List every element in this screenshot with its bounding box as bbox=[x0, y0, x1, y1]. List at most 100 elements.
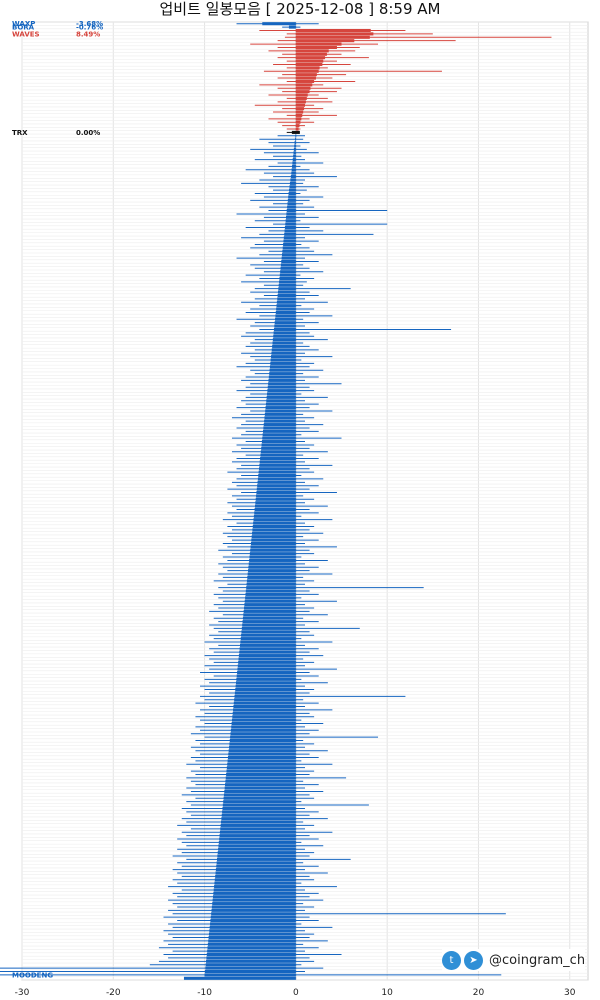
label-layer: WAXP -3.68% BORA -0.76% WAVES 8.49% TRX 0.00% MO… bbox=[12, 20, 103, 979]
change-bar bbox=[225, 783, 296, 787]
change-bar bbox=[276, 300, 296, 304]
change-bar bbox=[219, 834, 296, 838]
change-bar bbox=[236, 674, 296, 678]
change-bar bbox=[245, 592, 296, 596]
change-bar bbox=[263, 423, 296, 427]
change-bar bbox=[239, 647, 296, 651]
change-bar bbox=[271, 355, 296, 359]
change-bar bbox=[295, 127, 299, 131]
change-bar bbox=[292, 158, 296, 162]
change-bar bbox=[276, 307, 296, 311]
change-bar bbox=[209, 929, 296, 933]
change-bar bbox=[273, 334, 296, 338]
change-bar bbox=[250, 548, 296, 552]
change-bar bbox=[237, 664, 296, 668]
change-bar bbox=[240, 637, 296, 641]
change-bar bbox=[291, 171, 296, 175]
change-bar bbox=[212, 895, 296, 899]
change-bar bbox=[211, 912, 296, 916]
ticker-label: MOODENG bbox=[12, 971, 53, 979]
change-bar bbox=[295, 86, 311, 90]
change-bar bbox=[216, 857, 296, 861]
change-bar bbox=[265, 406, 296, 410]
x-tick-label: 20 bbox=[473, 988, 485, 998]
change-bar bbox=[217, 851, 296, 855]
change-bar bbox=[230, 735, 296, 739]
change-bar bbox=[286, 212, 296, 216]
change-bar bbox=[183, 976, 296, 980]
change-bar bbox=[214, 878, 296, 882]
change-bar bbox=[209, 925, 296, 929]
change-bar bbox=[239, 650, 296, 654]
change-bar bbox=[245, 596, 296, 600]
change-bar bbox=[266, 395, 296, 399]
change-bar bbox=[258, 467, 296, 471]
change-bar bbox=[295, 124, 300, 128]
x-tick-label: -20 bbox=[106, 988, 121, 998]
change-bar bbox=[282, 246, 296, 250]
change-bar bbox=[241, 633, 296, 637]
change-bar bbox=[285, 219, 296, 223]
change-bar bbox=[254, 504, 296, 508]
change-bar bbox=[219, 837, 296, 841]
change-bar bbox=[204, 969, 296, 974]
change-bar bbox=[207, 949, 296, 953]
change-bar bbox=[284, 229, 296, 233]
change-bar bbox=[251, 535, 296, 539]
change-bar bbox=[228, 749, 296, 753]
bar-layer bbox=[0, 22, 552, 980]
change-bar bbox=[269, 368, 296, 372]
change-bar bbox=[259, 463, 296, 467]
change-bar bbox=[242, 616, 296, 620]
change-bar bbox=[233, 701, 296, 705]
change-bar bbox=[263, 429, 296, 433]
change-bar bbox=[292, 161, 296, 165]
change-bar bbox=[247, 572, 296, 576]
change-bar bbox=[295, 28, 371, 33]
change-bar bbox=[255, 501, 296, 505]
change-bar bbox=[295, 52, 327, 56]
change-bar bbox=[231, 721, 296, 726]
change-bar bbox=[277, 290, 296, 294]
change-bar bbox=[283, 239, 296, 243]
change-bar bbox=[281, 256, 296, 260]
change-bar bbox=[205, 963, 296, 967]
change-bar bbox=[281, 253, 296, 257]
change-bar bbox=[295, 49, 329, 53]
change-bar bbox=[270, 358, 296, 362]
change-bar bbox=[260, 457, 296, 461]
brand-handle: @coingram_ch bbox=[489, 952, 586, 968]
change-bar bbox=[208, 936, 296, 940]
change-bar bbox=[253, 514, 296, 518]
change-bar bbox=[275, 310, 296, 314]
change-bar bbox=[207, 946, 296, 950]
change-bar bbox=[269, 372, 296, 376]
change-bar bbox=[275, 314, 296, 318]
change-bar bbox=[276, 304, 296, 308]
change-bar bbox=[295, 110, 304, 114]
change-bar bbox=[285, 222, 296, 226]
change-bar bbox=[265, 402, 296, 406]
change-bar bbox=[280, 266, 296, 270]
change-bar bbox=[255, 497, 296, 501]
change-bar bbox=[260, 453, 296, 457]
change-bar bbox=[264, 412, 296, 416]
change-bar bbox=[241, 630, 296, 634]
change-bar bbox=[272, 341, 296, 345]
change-bar bbox=[213, 891, 296, 895]
change-bar bbox=[218, 840, 296, 844]
change-bar bbox=[229, 742, 296, 746]
change-bar bbox=[251, 538, 296, 542]
change-bar bbox=[258, 473, 296, 478]
change-bar bbox=[295, 103, 305, 107]
change-bar bbox=[216, 861, 296, 865]
change-bar bbox=[261, 440, 296, 444]
change-bar bbox=[295, 62, 323, 66]
change-bar bbox=[250, 545, 296, 549]
change-bar bbox=[268, 382, 296, 386]
grid-layer bbox=[21, 21, 589, 981]
change-bar bbox=[275, 317, 296, 321]
change-bar bbox=[287, 202, 296, 206]
change-bar bbox=[252, 528, 296, 532]
